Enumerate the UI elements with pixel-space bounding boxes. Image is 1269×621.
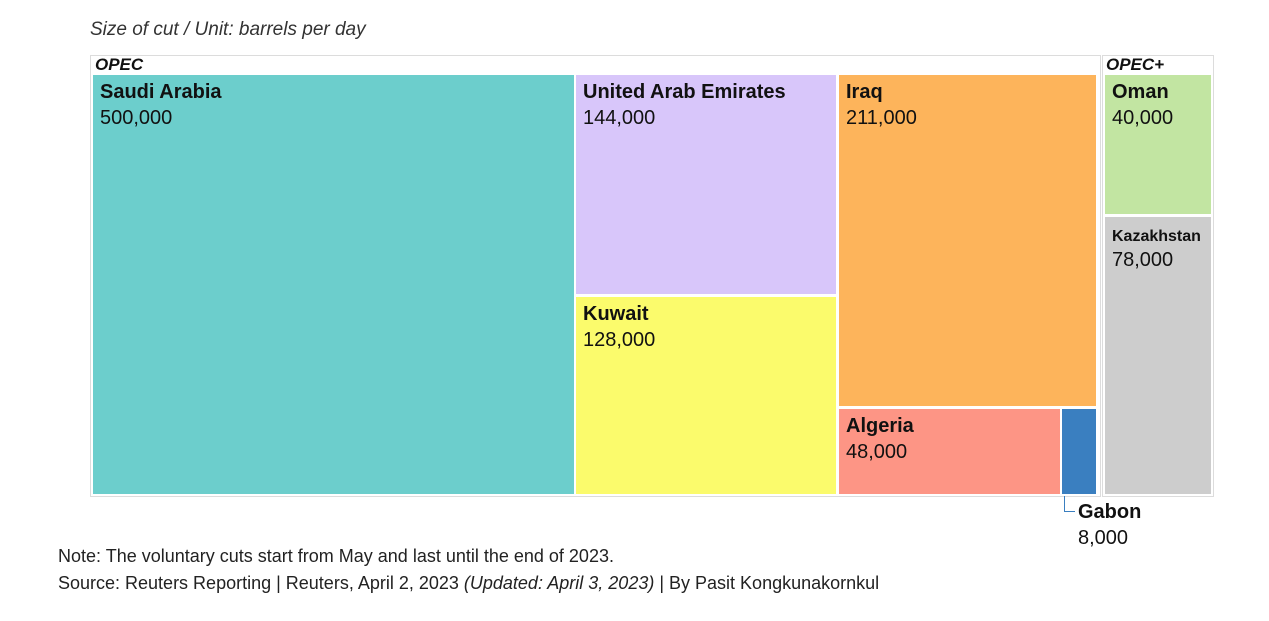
cell-algeria: Algeria 48,000 bbox=[839, 409, 1060, 494]
cell-saudi-arabia: Saudi Arabia 500,000 bbox=[93, 75, 574, 494]
cell-value: 144,000 bbox=[583, 107, 656, 129]
opec-group-label: OPEC bbox=[95, 55, 144, 74]
cell-value: 211,000 bbox=[846, 107, 917, 129]
cell-value: 78,000 bbox=[1112, 249, 1174, 271]
cell-united-arab-emirates: United Arab Emirates 144,000 bbox=[576, 75, 836, 294]
gabon-callout-name: Gabon bbox=[1078, 501, 1142, 523]
cell-name: Oman bbox=[1112, 81, 1169, 103]
cell-name: Algeria bbox=[846, 415, 914, 437]
chart-subtitle: Size of cut / Unit: barrels per day bbox=[90, 19, 366, 40]
source-updated: (Updated: April 3, 2023) bbox=[463, 573, 655, 593]
cell-value: 500,000 bbox=[100, 107, 173, 129]
cell-kazakhstan: Kazakhstan 78,000 bbox=[1105, 217, 1211, 494]
source-main: Source: Reuters Reporting | Reuters, Apr… bbox=[58, 573, 464, 593]
cell-oman: Oman 40,000 bbox=[1105, 75, 1211, 214]
cell-value: 48,000 bbox=[846, 441, 908, 463]
cell-value: 128,000 bbox=[583, 329, 656, 351]
cell-name: Saudi Arabia bbox=[100, 81, 222, 103]
opec-plus-group-frame bbox=[1102, 55, 1214, 497]
cell-gabon bbox=[1062, 409, 1096, 494]
cell-value: 40,000 bbox=[1112, 107, 1174, 129]
cell-iraq: Iraq 211,000 bbox=[839, 75, 1096, 406]
opec-plus-group-label: OPEC+ bbox=[1106, 55, 1165, 74]
gabon-leader-line bbox=[1064, 496, 1075, 512]
footer-source: Source: Reuters Reporting | Reuters, Apr… bbox=[58, 573, 879, 594]
cell-name: Kuwait bbox=[583, 303, 649, 325]
cell-name: United Arab Emirates bbox=[583, 81, 786, 103]
cell-name: Iraq bbox=[846, 81, 883, 103]
gabon-callout-value: 8,000 bbox=[1078, 527, 1129, 549]
opec-group-frame bbox=[90, 55, 1101, 497]
cell-kuwait: Kuwait 128,000 bbox=[576, 297, 836, 494]
footer-note: Note: The voluntary cuts start from May … bbox=[58, 546, 614, 566]
source-byline: | By Pasit Kongkunakornkul bbox=[654, 573, 880, 593]
cell-name: Kazakhstan bbox=[1112, 228, 1201, 245]
